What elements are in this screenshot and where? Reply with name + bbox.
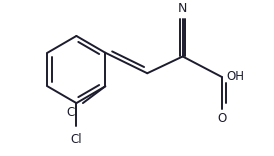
Text: Cl: Cl <box>71 133 82 146</box>
Text: O: O <box>217 112 227 125</box>
Text: Cl: Cl <box>67 106 78 119</box>
Text: OH: OH <box>227 71 244 83</box>
Text: N: N <box>178 2 187 15</box>
